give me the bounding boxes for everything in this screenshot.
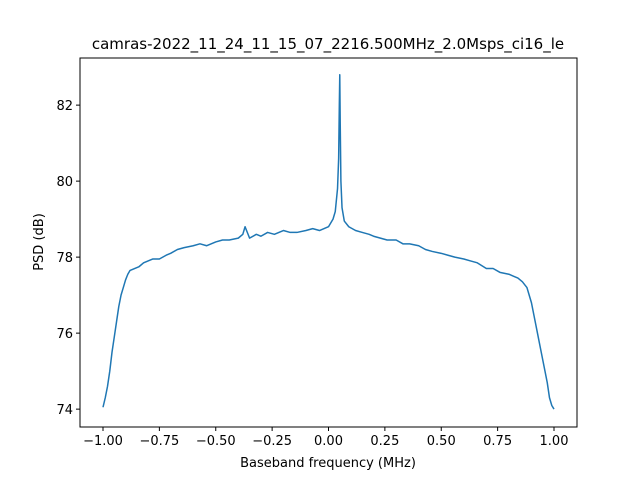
y-axis-label: PSD (dB)	[32, 213, 47, 271]
plot-frame	[79, 57, 578, 428]
x-tick-label: −1.00	[83, 434, 123, 449]
y-tick-label: 76	[56, 327, 73, 342]
x-tick-label: 0.50	[427, 434, 456, 449]
line-series	[102, 73, 555, 410]
y-tick-label: 80	[56, 175, 73, 190]
x-tick-label: 0.25	[370, 434, 399, 449]
x-axis-label: Baseband frequency (MHz)	[240, 456, 416, 471]
y-tick-label: 82	[56, 99, 73, 114]
x-tick-label: −0.25	[252, 434, 292, 449]
y-tick-label: 74	[56, 403, 73, 418]
x-tick-label: 0.75	[483, 434, 512, 449]
x-tick-label: 0.00	[314, 434, 343, 449]
y-tick-label: 78	[56, 251, 73, 266]
x-tick-label: −0.75	[139, 434, 179, 449]
chart-title: camras-2022_11_24_11_15_07_2216.500MHz_2…	[92, 35, 564, 54]
x-tick-label: −0.50	[196, 434, 236, 449]
x-tick-label: 1.00	[540, 434, 569, 449]
